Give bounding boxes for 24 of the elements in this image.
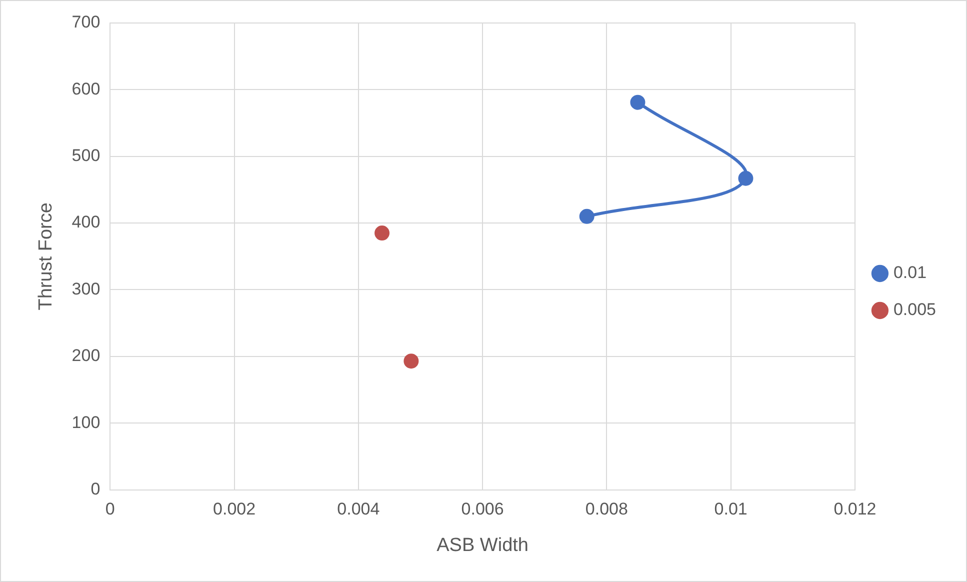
legend-label: 0.01 (893, 263, 927, 282)
x-tick-label: 0.004 (337, 500, 380, 519)
x-tick-label: 0.01 (714, 500, 748, 519)
y-axis-title: Thrust Force (36, 202, 57, 310)
y-tick-label: 700 (72, 12, 100, 32)
y-tick-label: 600 (72, 79, 100, 98)
point (404, 354, 419, 369)
x-tick-label: 0.008 (585, 500, 628, 519)
point (630, 94, 646, 110)
x-tick-label: 0 (105, 500, 115, 519)
y-tick-label: 300 (72, 279, 100, 298)
y-tick-label: 0 (90, 479, 100, 498)
x-axis-title: ASB Width (436, 534, 528, 556)
point (579, 208, 594, 224)
point (374, 226, 390, 241)
y-tick-label: 400 (72, 212, 100, 232)
x-tick-label: 0.002 (213, 500, 256, 519)
legend-label: 0.005 (893, 300, 936, 320)
x-tick-label: 0.006 (461, 500, 504, 519)
y-tick-label: 100 (72, 412, 100, 432)
y-tick-label: 500 (72, 146, 100, 166)
y-tick-label: 200 (72, 346, 100, 366)
x-tick-label: 0.012 (834, 500, 876, 519)
point (738, 170, 754, 186)
